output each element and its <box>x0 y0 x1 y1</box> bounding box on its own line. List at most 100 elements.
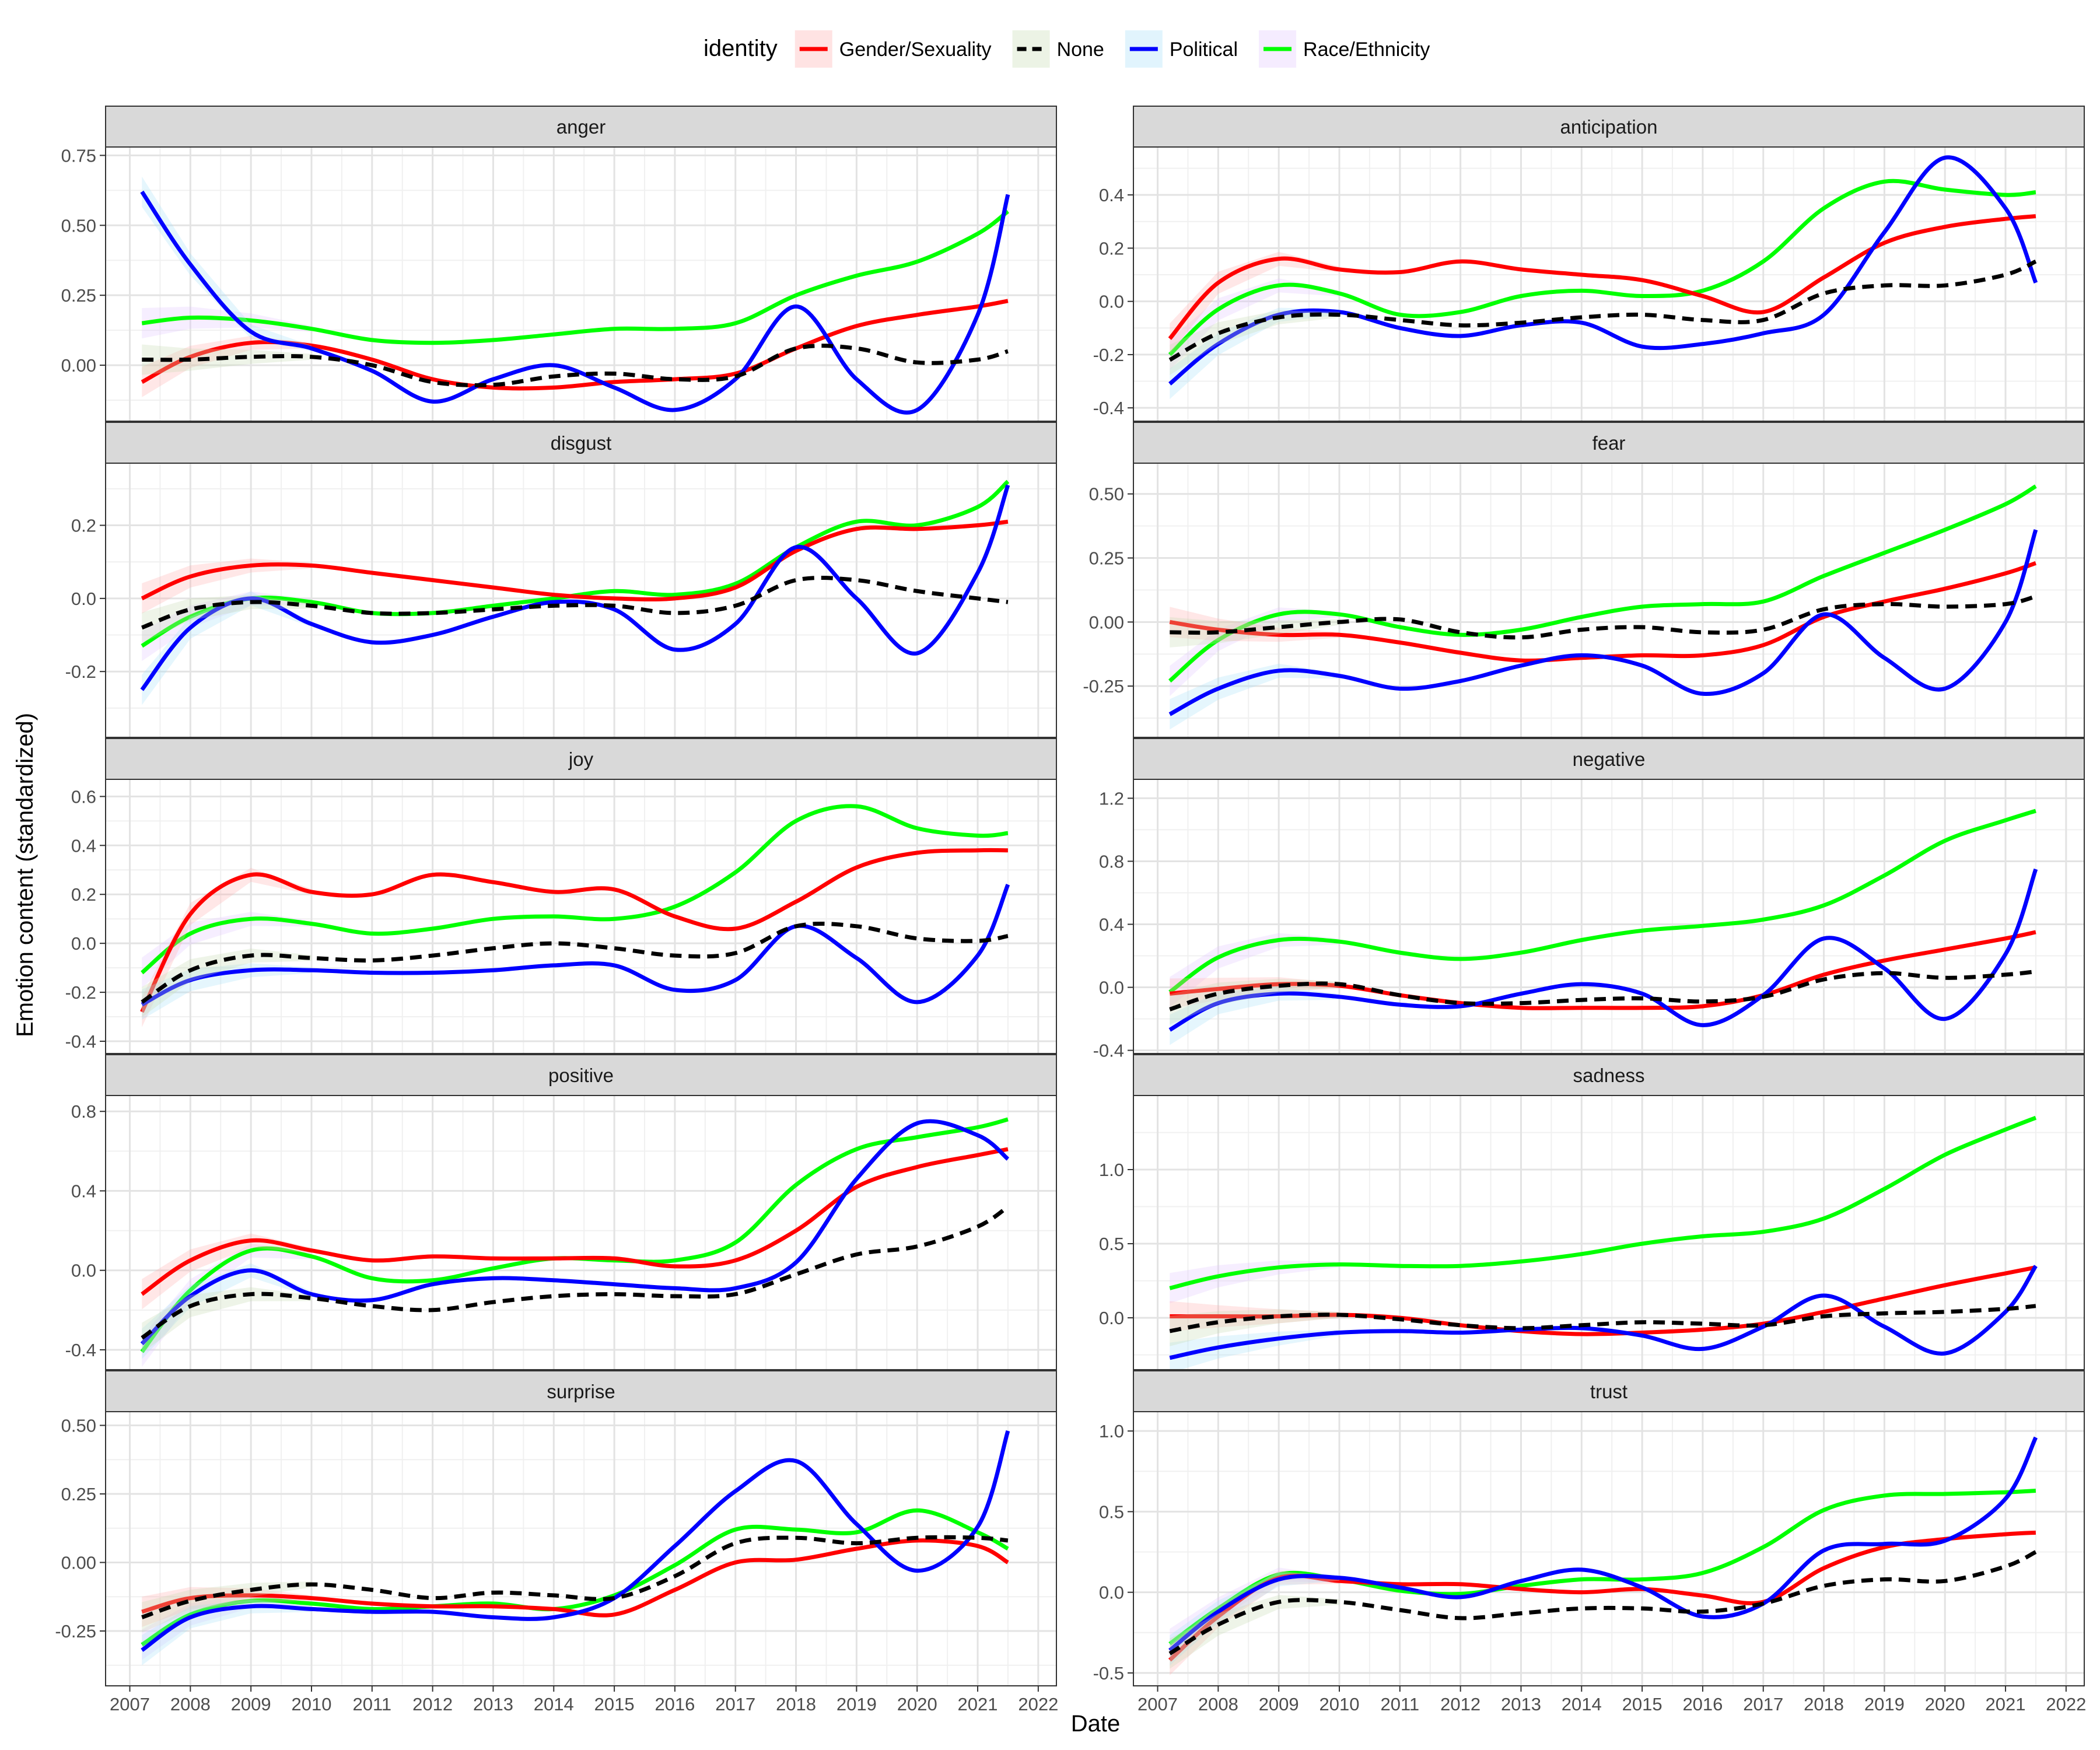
x-tick-label: 2007 <box>1138 1694 1178 1714</box>
series-line-race-ethnicity <box>141 804 1009 975</box>
x-tick-label: 2021 <box>958 1694 998 1714</box>
y-tick-label: -0.2 <box>65 982 96 1003</box>
series-line-none <box>141 1535 1009 1619</box>
x-tick-label: 2017 <box>1743 1694 1783 1714</box>
x-tick-label: 2014 <box>534 1694 574 1714</box>
facet-strip-label: positive <box>548 1065 614 1086</box>
confidence-band <box>142 963 312 1020</box>
x-tick-label: 2010 <box>1320 1694 1360 1714</box>
y-tick-label: 0.75 <box>61 145 96 166</box>
facet-panel-negative: negative -0.4 0.0 0.4 0.8 1.2 <box>1093 738 2085 1061</box>
series-line-race-ethnicity <box>141 1508 1009 1647</box>
x-tick-label: 2019 <box>1864 1694 1905 1714</box>
confidence-band <box>142 335 312 397</box>
confidence-band <box>142 1599 312 1665</box>
x-tick-label: 2015 <box>594 1694 635 1714</box>
series-line-race-ethnicity <box>1169 1115 2037 1290</box>
y-tick-label: -0.2 <box>1093 345 1124 365</box>
legend-item: None <box>1012 30 1104 68</box>
x-tick-label: 2013 <box>1501 1694 1541 1714</box>
y-tick-label: 0.0 <box>1099 978 1124 998</box>
x-tick-label: 2016 <box>1682 1694 1723 1714</box>
facet-strip <box>105 106 1057 148</box>
confidence-band <box>1170 617 1339 648</box>
facet-panel-disgust: disgust -0.2 0.0 0.2 <box>65 422 1057 738</box>
confidence-band <box>142 867 312 1027</box>
x-tick-label: 2018 <box>776 1694 816 1714</box>
facet-strip <box>1133 1054 2085 1096</box>
series-line-political <box>1168 1436 2038 1652</box>
series-line-political <box>141 884 1010 1007</box>
y-tick-label: 0.0 <box>71 589 96 609</box>
confidence-band <box>1170 251 1339 354</box>
y-tick-label: 0.00 <box>1089 612 1124 632</box>
y-tick-label: 0.50 <box>61 215 96 236</box>
series-line-none <box>142 344 1009 387</box>
series-line-race-ethnicity <box>1168 484 2037 683</box>
plot-area <box>106 1412 1056 1686</box>
plot-area <box>1133 463 2084 737</box>
confidence-band <box>142 1581 312 1633</box>
facet-strip-label: sadness <box>1573 1065 1645 1086</box>
y-tick-label: 0.50 <box>1089 484 1124 505</box>
y-tick-label: 0.50 <box>61 1416 96 1436</box>
plot-area <box>1133 1412 2084 1686</box>
facet-panel-positive: positive -0.4 0.0 0.4 0.8 <box>65 1054 1057 1370</box>
y-tick-label: 0.0 <box>71 933 96 954</box>
series-line-none <box>1170 594 2036 640</box>
y-tick-label: 0.0 <box>1099 292 1124 312</box>
panel-border <box>1133 1411 2085 1686</box>
series-line-gender-sexuality <box>140 848 1008 1013</box>
panel-border <box>1133 146 2085 422</box>
y-tick-label: -0.4 <box>65 1031 96 1052</box>
x-tick-label: 2013 <box>473 1694 513 1714</box>
x-tick-label: 2018 <box>1804 1694 1844 1714</box>
facet-panel-anger: anger 0.00 0.25 0.50 0.75 <box>61 106 1057 422</box>
panel-border <box>105 1411 1057 1686</box>
y-tick-label: -0.5 <box>1093 1663 1124 1684</box>
facet-panel-anticipation: anticipation -0.4 -0.2 0.0 0.2 0.4 <box>1093 106 2085 422</box>
series-group <box>1168 1436 2038 1675</box>
legend-label: None <box>1057 38 1104 61</box>
series-group <box>1168 808 2038 1045</box>
series-line-gender-sexuality <box>141 1147 1009 1296</box>
series-line-none <box>1168 259 2037 362</box>
x-tick-label: 2022 <box>1018 1694 1058 1714</box>
facet-strip-label: anger <box>556 116 606 138</box>
series-line-gender-sexuality <box>1169 930 2036 1010</box>
panel-border <box>1133 779 2085 1054</box>
panel-border <box>1133 463 2085 738</box>
series-group <box>140 176 1010 415</box>
confidence-band <box>1170 978 1339 1025</box>
y-tick-label: 0.0 <box>1099 1583 1124 1603</box>
y-axis-title: Emotion content (standardized) <box>12 713 38 1037</box>
x-tick-label: 2016 <box>654 1694 695 1714</box>
facet-strip <box>1133 738 2085 780</box>
y-tick-label: -0.25 <box>1083 676 1124 696</box>
legend: identity Gender/Sexuality None Political Ra… <box>704 30 1430 68</box>
facet-panel-joy: joy -0.4 -0.2 0.0 0.2 0.4 0.6 <box>65 738 1057 1054</box>
y-tick-label: 0.2 <box>71 884 96 905</box>
legend-label: Political <box>1170 38 1238 61</box>
plot-area <box>1133 1096 2084 1370</box>
confidence-band <box>1170 310 1339 375</box>
series-line-gender-sexuality <box>1168 214 2036 340</box>
y-tick-label: 1.0 <box>1099 1421 1124 1441</box>
confidence-band <box>1170 1329 1339 1370</box>
panel-border <box>105 463 1057 738</box>
series-line-race-ethnicity <box>1168 1489 2036 1646</box>
facet-panel-sadness: sadness 0.0 0.5 1.0 <box>1099 1054 2085 1370</box>
plot-area <box>1133 779 2084 1054</box>
y-tick-label: 0.4 <box>1099 185 1124 205</box>
series-line-none <box>1168 1550 2037 1656</box>
facet-strip-label: negative <box>1573 748 1646 770</box>
confidence-band <box>142 1263 312 1359</box>
series-line-race-ethnicity <box>141 209 1010 345</box>
series-line-none <box>141 1205 1009 1340</box>
confidence-band <box>1170 933 1339 1007</box>
series-line-race-ethnicity <box>141 480 1010 648</box>
confidence-band <box>142 558 312 614</box>
y-tick-label: 0.6 <box>71 786 96 807</box>
y-tick-label: 0.5 <box>1099 1502 1124 1522</box>
